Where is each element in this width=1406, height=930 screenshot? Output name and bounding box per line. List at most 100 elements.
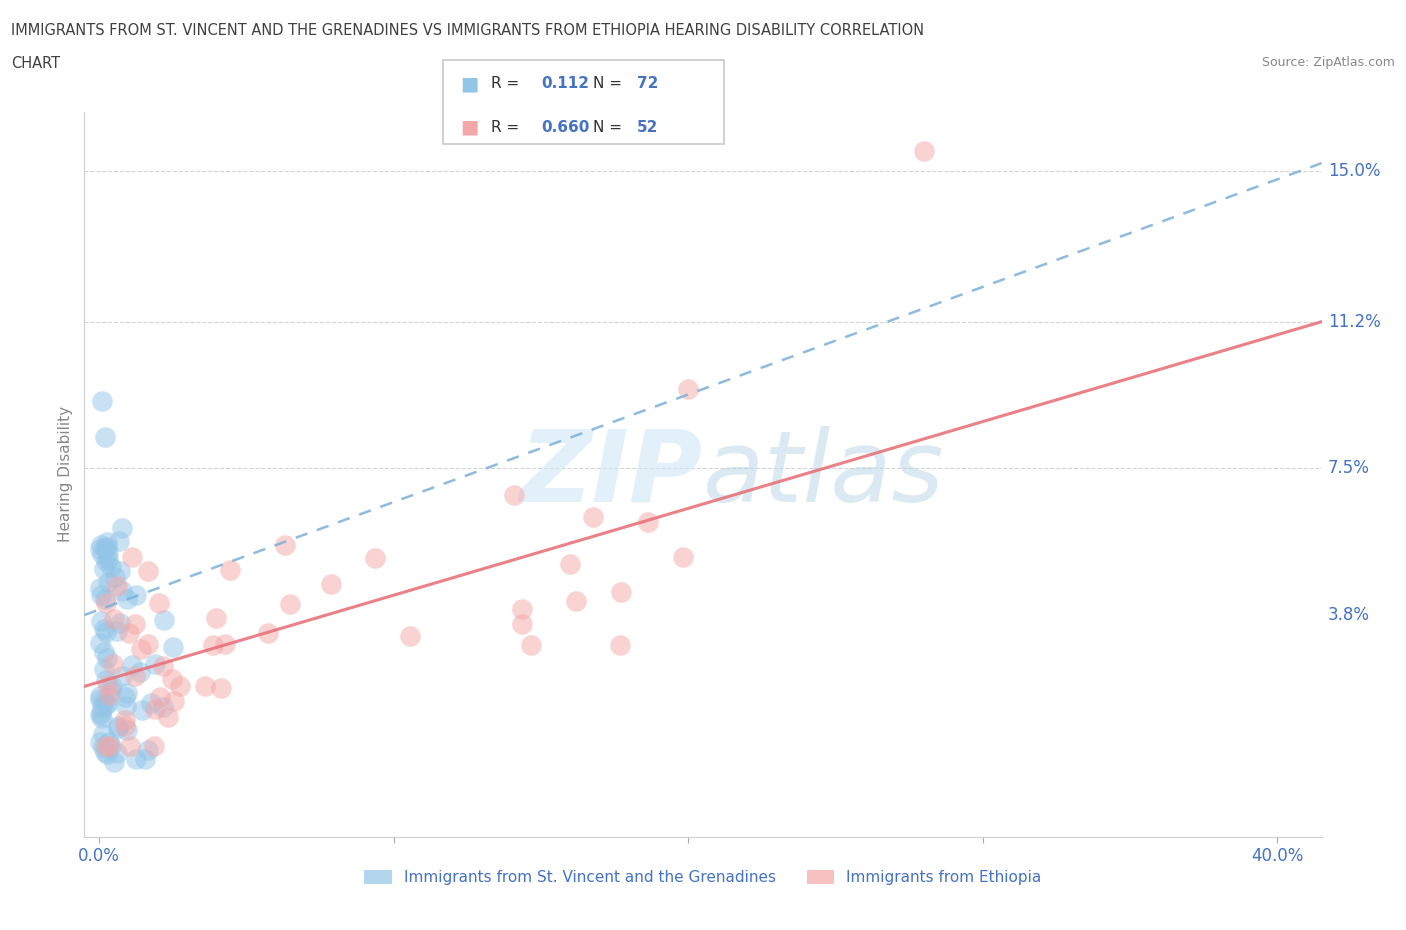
Text: IMMIGRANTS FROM ST. VINCENT AND THE GRENADINES VS IMMIGRANTS FROM ETHIOPIA HEARI: IMMIGRANTS FROM ST. VINCENT AND THE GREN…	[11, 23, 924, 38]
Point	[219, 563, 242, 578]
Text: Source: ZipAtlas.com: Source: ZipAtlas.com	[1261, 56, 1395, 69]
Point	[91, 393, 114, 408]
Point	[103, 612, 125, 627]
Point	[136, 743, 159, 758]
Point	[93, 745, 115, 760]
Point	[98, 735, 121, 750]
Point	[136, 564, 159, 578]
Point	[89, 636, 111, 651]
Point	[90, 706, 112, 721]
Point	[96, 651, 118, 666]
Text: R =: R =	[491, 76, 524, 91]
Point	[105, 624, 128, 639]
Point	[319, 577, 342, 591]
Point	[114, 713, 136, 728]
Point	[93, 739, 115, 754]
Point	[93, 622, 115, 637]
Point	[107, 720, 129, 735]
Point	[637, 514, 659, 529]
Point	[91, 726, 114, 741]
Point	[141, 696, 163, 711]
Point	[609, 637, 631, 652]
Point	[162, 640, 184, 655]
Point	[94, 738, 117, 753]
Y-axis label: Hearing Disability: Hearing Disability	[58, 406, 73, 542]
Point	[143, 657, 166, 671]
Point	[97, 688, 120, 703]
Point	[157, 710, 180, 724]
Text: N =: N =	[593, 120, 627, 135]
Point	[108, 564, 131, 578]
Point	[96, 697, 118, 711]
Point	[120, 738, 142, 753]
Point	[93, 562, 115, 577]
Point	[104, 570, 127, 585]
Point	[114, 719, 136, 734]
Point	[89, 691, 111, 706]
Text: R =: R =	[491, 120, 524, 135]
Point	[124, 617, 146, 631]
Point	[94, 540, 117, 555]
Point	[145, 701, 167, 716]
Point	[581, 510, 603, 525]
Legend: Immigrants from St. Vincent and the Grenadines, Immigrants from Ethiopia: Immigrants from St. Vincent and the Gren…	[359, 864, 1047, 891]
Text: 11.2%: 11.2%	[1327, 312, 1381, 331]
Point	[278, 597, 301, 612]
Point	[105, 746, 128, 761]
Point	[103, 657, 125, 671]
Point	[610, 585, 633, 600]
Point	[100, 738, 122, 753]
Point	[194, 678, 217, 693]
Point	[205, 611, 228, 626]
Point	[364, 551, 387, 566]
Point	[90, 587, 112, 602]
Point	[125, 751, 148, 766]
Point	[169, 679, 191, 694]
Text: 0.660: 0.660	[541, 120, 589, 135]
Point	[912, 144, 935, 159]
Point	[91, 711, 114, 725]
Point	[101, 679, 124, 694]
Point	[117, 723, 139, 737]
Point	[98, 738, 121, 753]
Point	[108, 616, 131, 631]
Point	[399, 628, 422, 643]
Point	[129, 665, 152, 680]
Point	[152, 699, 174, 714]
Point	[96, 539, 118, 554]
Point	[93, 693, 115, 708]
Point	[115, 685, 138, 700]
Point	[90, 538, 112, 552]
Point	[107, 719, 129, 734]
Point	[274, 538, 297, 552]
Point	[89, 688, 111, 703]
Point	[115, 591, 138, 606]
Text: ■: ■	[460, 118, 478, 137]
Point	[117, 626, 139, 641]
Point	[209, 681, 232, 696]
Point	[96, 746, 118, 761]
Point	[114, 698, 136, 713]
Point	[214, 636, 236, 651]
Point	[89, 708, 111, 723]
Point	[89, 581, 111, 596]
Text: 15.0%: 15.0%	[1327, 162, 1381, 180]
Point	[131, 702, 153, 717]
Point	[89, 735, 111, 750]
Text: ZIP: ZIP	[520, 426, 703, 523]
Point	[257, 626, 280, 641]
Point	[149, 689, 172, 704]
Point	[96, 535, 118, 550]
Text: 72: 72	[637, 76, 658, 91]
Text: 7.5%: 7.5%	[1327, 459, 1369, 477]
Point	[510, 617, 533, 631]
Point	[103, 755, 125, 770]
Point	[129, 642, 152, 657]
Point	[110, 583, 132, 598]
Point	[148, 595, 170, 610]
Point	[94, 625, 117, 640]
Text: 3.8%: 3.8%	[1327, 606, 1369, 624]
Point	[93, 591, 115, 606]
Point	[96, 697, 118, 711]
Point	[672, 549, 695, 564]
